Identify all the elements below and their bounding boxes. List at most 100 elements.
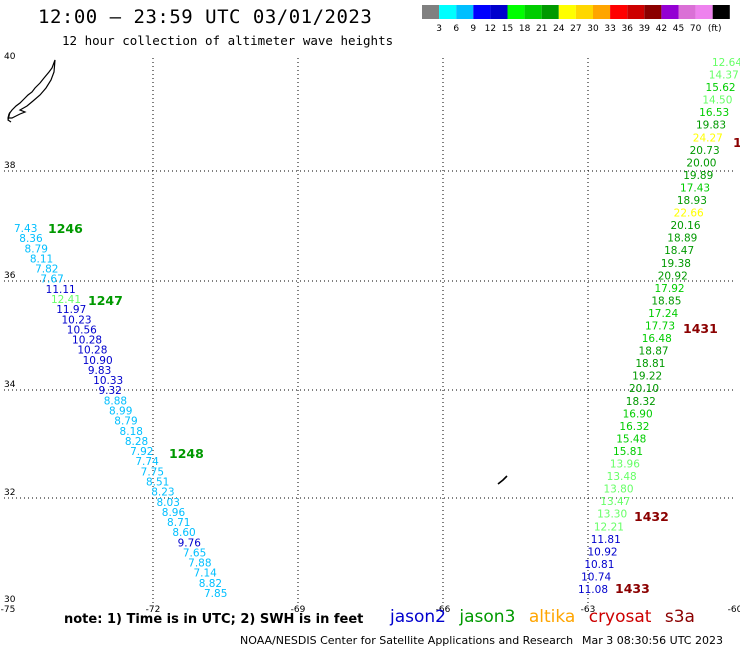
swh-value-label: 8.60 <box>172 527 195 539</box>
colorbar-swatch <box>627 5 645 19</box>
swh-value-label: 7.43 <box>14 223 37 235</box>
colorbar-swatch <box>439 5 457 19</box>
pass-time-label: 1432 <box>634 509 669 524</box>
swh-value-label: 20.00 <box>686 157 716 169</box>
lat-tick-label: 30 <box>4 595 16 605</box>
swh-value-label: 8.96 <box>162 507 186 519</box>
swh-value-label: 16.90 <box>623 408 653 420</box>
lon-tick-label: -75 <box>1 605 16 615</box>
colorbar-tick-label: 3 <box>436 24 442 34</box>
colorbar-tick-label: 33 <box>604 24 615 34</box>
colorbar-swatch <box>541 5 559 19</box>
colorbar-swatch <box>678 5 696 19</box>
altimeter-track-east: 12.6414.3715.6214.5016.5319.8324.2720.73… <box>578 57 740 596</box>
swh-value-label: 11.11 <box>46 284 76 296</box>
map-title: 12:00 — 23:59 UTC 03/01/2023 <box>38 6 373 28</box>
pass-time-label: 1247 <box>88 293 123 308</box>
swh-value-label: 10.74 <box>581 571 611 583</box>
lat-tick-label: 38 <box>4 161 16 171</box>
colorbar-swatch <box>473 5 491 19</box>
swh-value-label: 10.81 <box>584 559 614 571</box>
pass-time-labels: 1246 1247 1248 1431 1432 1433 1 <box>48 135 740 596</box>
swh-value-label: 20.16 <box>670 220 700 232</box>
swh-value-label: 13.48 <box>607 471 637 483</box>
axis-labels: -75 -72 -69 -66 -63 -60 40 38 36 34 32 30 <box>1 52 740 615</box>
swh-value-label: 8.18 <box>120 426 143 438</box>
lon-tick-label: -60 <box>728 605 740 615</box>
colorbar-swatch <box>610 5 628 19</box>
swh-value-label: 16.48 <box>642 333 672 345</box>
lon-tick-label: -66 <box>436 605 451 615</box>
colorbar-swatch <box>644 5 662 19</box>
colorbar-swatch <box>507 5 525 19</box>
credit-timestamp: Mar 3 08:30:56 UTC 2023 <box>582 634 723 647</box>
swh-value-label: 8.28 <box>125 436 148 448</box>
swh-value-label: 18.85 <box>651 295 681 307</box>
swh-value-label: 10.56 <box>67 324 97 336</box>
sat-jason2: jason2 <box>390 607 446 627</box>
colorbar-legend: 3 6 9 12 15 18 21 24 27 30 33 36 39 42 45 70 (ft) <box>422 5 730 34</box>
swh-value-label: 8.03 <box>157 497 180 509</box>
swh-value-label: 19.89 <box>683 170 713 182</box>
lat-tick-label: 32 <box>4 488 15 498</box>
credit-line: NOAA/NESDIS Center for Satellite Applica… <box>240 634 574 647</box>
swh-value-label: 10.33 <box>93 375 123 387</box>
colorbar-tick-label: 27 <box>570 24 581 34</box>
swh-value-label: 8.36 <box>19 233 43 245</box>
pass-time-label: 1248 <box>169 446 204 461</box>
swh-value-label: 7.75 <box>141 466 164 478</box>
swh-value-label: 8.79 <box>25 243 48 255</box>
swh-value-label: 14.50 <box>702 95 732 107</box>
swh-value-label: 18.32 <box>626 396 656 408</box>
swh-value-label: 13.47 <box>600 496 630 508</box>
swh-value-label: 8.71 <box>167 517 190 529</box>
pass-time-label: 1431 <box>683 321 718 336</box>
swh-value-label: 7.65 <box>183 547 206 559</box>
swh-value-label: 22.66 <box>674 208 704 220</box>
lat-lon-grid <box>4 58 735 605</box>
swh-value-label: 12.64 <box>712 57 740 69</box>
colorbar-swatch <box>593 5 611 19</box>
pass-time-label: 1 <box>733 135 740 150</box>
swh-value-label: 7.88 <box>188 558 211 570</box>
swh-value-label: 20.73 <box>690 145 720 157</box>
swh-value-label: 20.92 <box>658 270 688 282</box>
colorbar-swatch <box>695 5 713 19</box>
swh-value-label: 16.32 <box>619 421 649 433</box>
swh-value-label: 18.47 <box>664 245 694 257</box>
lon-tick-label: -63 <box>581 605 596 615</box>
swh-value-label: 17.92 <box>655 283 685 295</box>
satellite-legend: jason2 jason3 altika cryosat s3a <box>390 607 695 627</box>
swh-value-label: 7.92 <box>130 446 153 458</box>
colorbar-tick-label: 39 <box>639 24 651 34</box>
island-icon <box>497 475 508 485</box>
swh-value-label: 7.67 <box>40 274 63 286</box>
swh-value-label: 20.10 <box>629 383 659 395</box>
colorbar-swatch <box>422 5 440 19</box>
swh-value-label: 18.89 <box>667 233 697 245</box>
lat-tick-label: 40 <box>4 52 16 62</box>
colorbar-tick-label: 21 <box>536 24 547 34</box>
lon-tick-label: -69 <box>291 605 306 615</box>
swh-value-label: 8.99 <box>109 406 132 418</box>
map-subtitle: 12 hour collection of altimeter wave hei… <box>62 33 394 48</box>
swh-value-label: 18.87 <box>639 346 669 358</box>
swh-value-label: 19.38 <box>661 258 691 270</box>
swh-value-label: 13.80 <box>603 484 633 496</box>
colorbar-tick-label: 18 <box>519 24 531 34</box>
lat-tick-label: 34 <box>4 380 16 390</box>
swh-value-label: 7.85 <box>204 588 227 600</box>
swh-value-label: 11.08 <box>578 584 608 596</box>
colorbar-tick-label: 9 <box>470 24 476 34</box>
colorbar-tick-label: 30 <box>587 24 599 34</box>
swh-value-label: 10.28 <box>77 345 107 357</box>
colorbar-tick-label: 6 <box>453 24 459 34</box>
colorbar-swatch <box>558 5 576 19</box>
colorbar-unit: (ft) <box>708 24 722 34</box>
swh-value-label: 9.76 <box>178 537 202 549</box>
swh-value-label: 13.30 <box>597 509 627 521</box>
swh-value-label: 8.23 <box>151 487 174 499</box>
swh-value-label: 10.28 <box>72 335 102 347</box>
swh-value-label: 10.92 <box>588 546 618 558</box>
